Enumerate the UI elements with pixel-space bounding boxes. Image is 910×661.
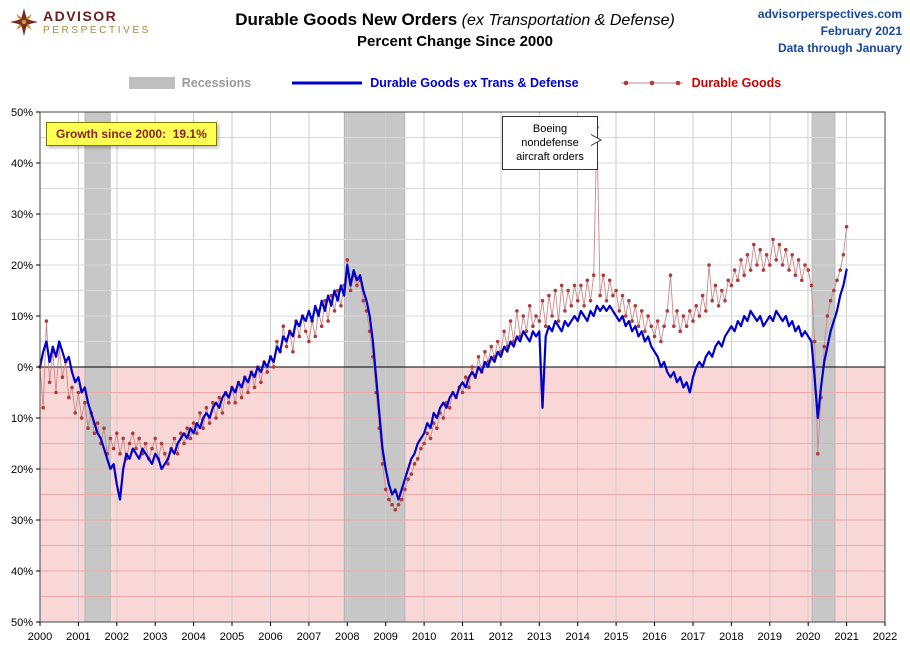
svg-text:20%: 20% bbox=[11, 260, 33, 272]
source-site: advisorperspectives.com bbox=[757, 7, 902, 21]
svg-text:2014: 2014 bbox=[565, 631, 589, 643]
svg-text:2011: 2011 bbox=[451, 631, 475, 643]
legend-item-durable-goods: Durable Goods bbox=[619, 76, 782, 90]
boeing-callout-line3: aircraft orders bbox=[516, 151, 584, 163]
boeing-callout-line1: Boeing bbox=[532, 123, 568, 135]
header: ADVISOR PERSPECTIVES Durable Goods New O… bbox=[0, 0, 910, 64]
red-marker-line-swatch-icon bbox=[620, 80, 683, 86]
svg-text:20%: 20% bbox=[11, 464, 33, 476]
legend-label-durable-goods: Durable Goods bbox=[691, 76, 782, 90]
legend-label-ex-trans-defense: Durable Goods ex Trans & Defense bbox=[370, 76, 579, 90]
source-info: advisorperspectives.com February 2021 Da… bbox=[758, 6, 902, 57]
recession-swatch-icon bbox=[128, 77, 175, 89]
chart-subtitle: Percent Change Since 2000 bbox=[357, 33, 553, 50]
svg-text:2007: 2007 bbox=[297, 631, 321, 643]
svg-text:2004: 2004 bbox=[181, 631, 205, 643]
svg-text:50%: 50% bbox=[11, 617, 33, 629]
svg-text:50%: 50% bbox=[11, 107, 33, 119]
svg-text:2016: 2016 bbox=[642, 631, 666, 643]
advisor-perspectives-logo: ADVISOR PERSPECTIVES bbox=[10, 8, 151, 41]
svg-text:30%: 30% bbox=[11, 515, 33, 527]
source-date: February 2021 bbox=[820, 24, 902, 38]
legend-item-recessions: Recessions bbox=[128, 76, 252, 90]
svg-text:30%: 30% bbox=[11, 209, 33, 221]
legend-label-recessions: Recessions bbox=[181, 76, 252, 90]
svg-text:2019: 2019 bbox=[758, 631, 782, 643]
boeing-callout-line2: nondefense bbox=[521, 137, 579, 149]
svg-text:2001: 2001 bbox=[66, 631, 90, 643]
chart-title: Durable Goods New Orders bbox=[235, 10, 458, 29]
svg-text:40%: 40% bbox=[11, 158, 33, 170]
source-data-through: Data through January bbox=[777, 41, 902, 55]
svg-text:2010: 2010 bbox=[412, 631, 436, 643]
svg-text:2006: 2006 bbox=[258, 631, 282, 643]
svg-text:2021: 2021 bbox=[834, 631, 858, 643]
svg-text:2018: 2018 bbox=[719, 631, 743, 643]
svg-text:2013: 2013 bbox=[527, 631, 551, 643]
svg-text:2022: 2022 bbox=[873, 631, 897, 643]
compass-rose-icon bbox=[10, 8, 38, 41]
boeing-callout: Boeing nondefense aircraft orders bbox=[502, 116, 602, 170]
svg-text:10%: 10% bbox=[11, 311, 33, 323]
svg-text:2000: 2000 bbox=[28, 631, 52, 643]
svg-text:2020: 2020 bbox=[796, 631, 820, 643]
chart-legend: Recessions Durable Goods ex Trans & Defe… bbox=[0, 76, 910, 90]
logo-text-advisor: ADVISOR bbox=[43, 8, 118, 24]
legend-item-ex-trans-defense: Durable Goods ex Trans & Defense bbox=[291, 76, 579, 90]
svg-text:2005: 2005 bbox=[220, 631, 244, 643]
svg-text:40%: 40% bbox=[11, 566, 33, 578]
svg-text:2012: 2012 bbox=[489, 631, 513, 643]
svg-text:2015: 2015 bbox=[604, 631, 628, 643]
page-title: Durable Goods New Orders (ex Transportat… bbox=[155, 10, 755, 50]
svg-text:10%: 10% bbox=[11, 413, 33, 425]
growth-annotation: Growth since 2000: 19.1% bbox=[46, 122, 217, 146]
chart-title-qualifier: (ex Transportation & Defense) bbox=[461, 12, 675, 29]
svg-text:2002: 2002 bbox=[105, 631, 129, 643]
svg-text:2009: 2009 bbox=[373, 631, 397, 643]
svg-text:2017: 2017 bbox=[681, 631, 705, 643]
blue-line-swatch-icon bbox=[292, 81, 363, 85]
svg-text:0%: 0% bbox=[17, 362, 33, 374]
svg-text:2008: 2008 bbox=[335, 631, 359, 643]
svg-text:2003: 2003 bbox=[143, 631, 167, 643]
logo-text-perspectives: PERSPECTIVES bbox=[43, 25, 151, 36]
